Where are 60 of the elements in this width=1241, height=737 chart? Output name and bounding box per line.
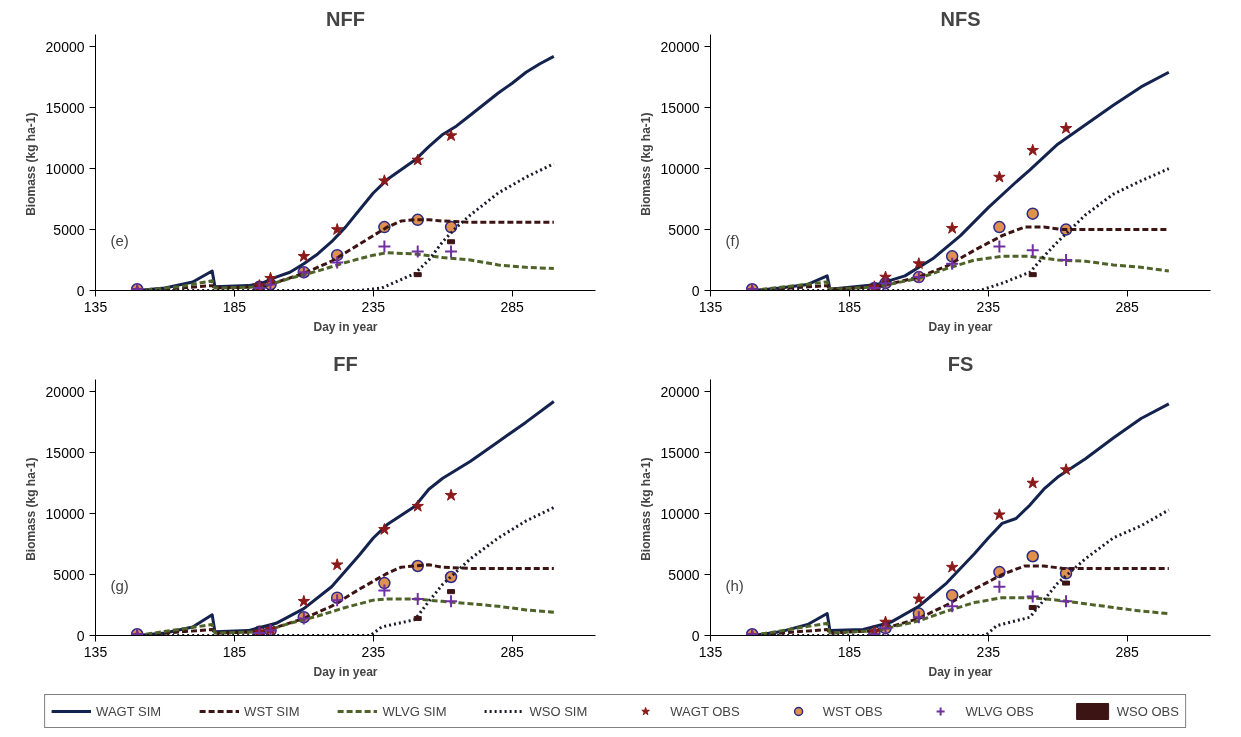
y-axis-title: Biomass (kg ha-1): [23, 457, 38, 561]
y-tick-label: 10000: [660, 160, 700, 177]
y-tick-label: 20000: [45, 383, 85, 400]
y-tick-label: 0: [691, 627, 700, 644]
y-tick-label: 0: [76, 282, 85, 299]
x-axis-title: Day in year: [313, 319, 378, 334]
x-tick-label: 185: [837, 298, 862, 315]
y-tick-label: 10000: [45, 160, 85, 177]
y-axis-title: Biomass (kg ha-1): [638, 112, 653, 216]
x-tick-label: 235: [976, 643, 1001, 660]
x-tick-label: 135: [83, 643, 108, 660]
x-tick-label: 135: [698, 643, 723, 660]
y-tick-label: 5000: [668, 221, 700, 238]
y-tick-label: 15000: [45, 444, 85, 461]
x-tick-label: 285: [1115, 298, 1140, 315]
y-tick-label: 15000: [660, 444, 700, 461]
annotation: (e): [110, 231, 129, 249]
x-axis-title: Day in year: [313, 664, 378, 679]
y-tick-label: 20000: [660, 383, 700, 400]
y-tick-label: 5000: [53, 221, 85, 238]
x-axis-title: Day in year: [928, 319, 993, 334]
y-tick-label: 15000: [660, 99, 700, 116]
y-tick-label: 0: [76, 627, 85, 644]
x-tick-label: 235: [361, 298, 386, 315]
chart-title: FS: [947, 352, 974, 375]
y-tick-label: 0: [691, 282, 700, 299]
y-tick-label: 10000: [660, 505, 700, 522]
legend-label: WSO OBS: [1116, 703, 1179, 719]
legend-label: WLVG SIM: [382, 703, 447, 719]
legend-label: WLVG OBS: [965, 703, 1034, 719]
legend-label: WST OBS: [822, 703, 883, 719]
x-tick-label: 185: [222, 298, 247, 315]
x-tick-label: 285: [1115, 643, 1140, 660]
legend-label: WAGT OBS: [670, 703, 740, 719]
annotation: (h): [725, 576, 744, 594]
legend-label: WST SIM: [244, 703, 300, 719]
x-tick-label: 235: [361, 643, 386, 660]
y-tick-label: 5000: [53, 566, 85, 583]
y-tick-label: 20000: [45, 38, 85, 55]
legend-label: WSO SIM: [529, 703, 588, 719]
x-tick-label: 135: [83, 298, 108, 315]
y-axis-title: Biomass (kg ha-1): [23, 112, 38, 216]
x-tick-label: 185: [222, 643, 247, 660]
x-tick-label: 185: [837, 643, 862, 660]
x-tick-label: 285: [500, 643, 525, 660]
chart-title: NFS: [940, 7, 981, 30]
legend-label: WAGT SIM: [96, 703, 162, 719]
x-tick-label: 285: [500, 298, 525, 315]
annotation: (f): [725, 231, 740, 249]
annotation: (g): [110, 576, 129, 594]
y-tick-label: 15000: [45, 99, 85, 116]
chart-title: NFF: [326, 7, 365, 30]
y-axis-title: Biomass (kg ha-1): [638, 457, 653, 561]
y-tick-label: 5000: [668, 566, 700, 583]
x-tick-label: 235: [976, 298, 1001, 315]
chart-title: FF: [333, 352, 358, 375]
y-tick-label: 10000: [45, 505, 85, 522]
y-tick-label: 20000: [660, 38, 700, 55]
x-tick-label: 135: [698, 298, 723, 315]
x-axis-title: Day in year: [928, 664, 993, 679]
